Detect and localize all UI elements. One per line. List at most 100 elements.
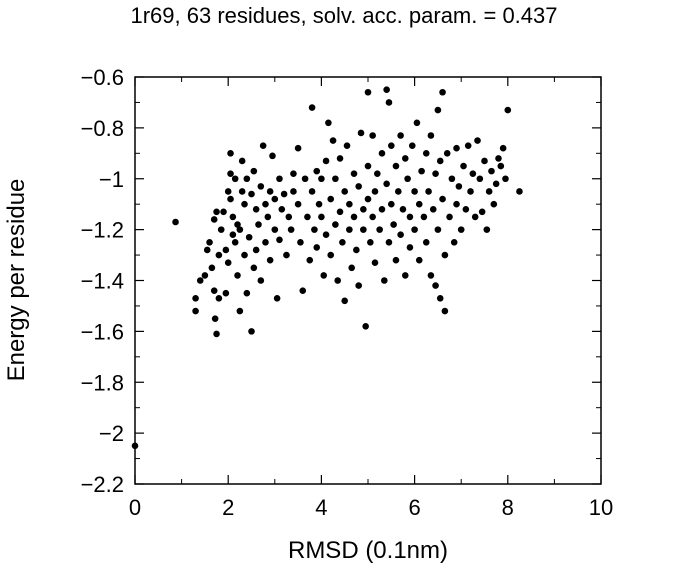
data-point: [495, 155, 502, 162]
data-point: [385, 239, 393, 246]
data-point: [273, 295, 281, 302]
data-point: [343, 142, 351, 149]
data-point: [201, 272, 209, 279]
data-point: [462, 205, 470, 213]
data-point: [334, 277, 342, 284]
data-point: [276, 236, 283, 244]
data-point: [429, 205, 437, 213]
data-point: [297, 239, 304, 246]
data-point: [327, 251, 335, 259]
data-point: [341, 297, 349, 305]
data-point: [341, 188, 349, 195]
data-point: [311, 226, 318, 233]
data-point: [394, 188, 402, 195]
data-point: [332, 175, 339, 183]
data-point: [485, 188, 493, 195]
data-point: [313, 167, 321, 175]
data-point: [192, 307, 199, 315]
data-point: [464, 142, 472, 149]
data-point: [411, 188, 418, 195]
data-point: [350, 170, 358, 177]
data-point: [401, 272, 409, 279]
y-tick-label: −0.6: [81, 65, 124, 90]
data-point: [376, 226, 383, 233]
data-point: [208, 264, 216, 272]
data-point: [227, 170, 234, 177]
data-point: [478, 208, 486, 216]
data-point: [388, 142, 395, 149]
y-tick-label: −1.2: [81, 218, 124, 243]
data-point: [236, 307, 244, 315]
data-point: [262, 200, 269, 208]
data-point: [497, 162, 505, 170]
data-point: [215, 251, 223, 259]
data-point: [469, 170, 477, 177]
data-point: [364, 195, 372, 203]
data-point: [383, 86, 390, 94]
data-point: [364, 88, 372, 96]
data-point: [238, 188, 246, 195]
data-point: [280, 190, 288, 198]
data-point: [492, 180, 500, 188]
data-point: [231, 239, 239, 246]
data-point: [206, 239, 213, 246]
data-point: [332, 221, 339, 228]
data-point: [392, 256, 400, 264]
data-point: [304, 213, 311, 221]
data-point: [476, 175, 484, 183]
data-point: [278, 205, 286, 213]
data-point: [192, 295, 199, 302]
data-point: [348, 264, 355, 272]
data-point: [474, 137, 481, 144]
data-point: [357, 129, 365, 137]
data-point: [203, 246, 211, 254]
data-point: [222, 246, 230, 254]
data-point: [367, 239, 374, 246]
data-point: [434, 226, 442, 233]
data-point: [441, 251, 449, 259]
data-point: [399, 205, 407, 213]
data-point: [355, 183, 362, 190]
data-point: [436, 157, 444, 165]
data-point: [471, 213, 479, 221]
y-tick-label: −1.8: [81, 370, 124, 395]
data-point: [264, 213, 272, 221]
data-point: [299, 287, 307, 294]
y-tick-label: −1: [99, 167, 124, 192]
data-point: [362, 322, 369, 330]
data-point: [392, 162, 400, 170]
data-point: [241, 251, 248, 259]
data-point: [234, 272, 241, 279]
data-point: [231, 175, 239, 183]
data-point: [418, 167, 425, 175]
data-point: [210, 216, 218, 223]
data-point: [467, 188, 474, 195]
data-point: [222, 289, 230, 297]
data-point: [369, 132, 376, 139]
data-point: [318, 213, 325, 221]
data-point: [325, 119, 332, 127]
data-point: [322, 231, 330, 239]
data-point: [436, 295, 444, 302]
data-point: [320, 272, 328, 279]
data-point: [313, 244, 321, 251]
data-point: [388, 200, 395, 208]
data-point: [290, 170, 297, 177]
data-point: [427, 272, 435, 279]
x-tick-label: 4: [315, 495, 327, 520]
data-point: [453, 200, 460, 208]
data-point: [504, 106, 512, 114]
data-point: [383, 180, 390, 188]
data-point: [415, 200, 423, 208]
x-tick-label: 10: [589, 495, 613, 520]
data-point: [250, 167, 258, 175]
data-point: [266, 188, 274, 195]
data-point: [425, 188, 432, 195]
data-point: [350, 213, 358, 221]
x-tick-label: 0: [129, 495, 141, 520]
data-point: [252, 205, 260, 213]
data-point: [422, 239, 430, 246]
data-point: [252, 246, 260, 254]
data-point: [271, 226, 279, 233]
